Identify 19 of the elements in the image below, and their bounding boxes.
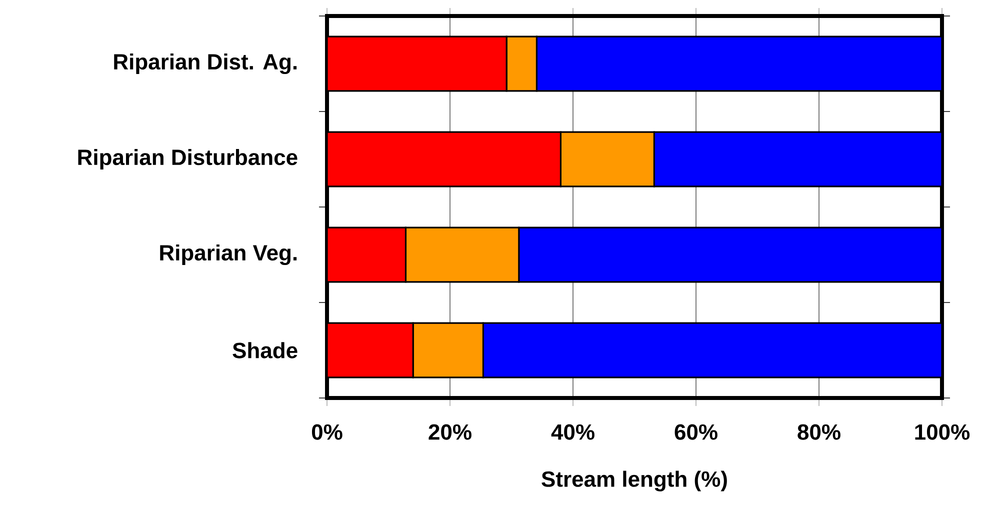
y-tick-label: Riparian Dist. Ag.: [114, 53, 297, 74]
bar: [327, 322, 414, 378]
x-tick-label: 100%: [915, 424, 970, 440]
x-axis-title: Stream length (%): [542, 470, 727, 492]
y-tick-label: Riparian Disturbance: [78, 149, 298, 170]
bar: [327, 226, 407, 283]
bar: [327, 36, 508, 92]
x-tick-label: 40%: [551, 424, 594, 440]
bar: [482, 322, 942, 378]
y-tick-label: Shade: [232, 342, 298, 358]
x-tick-label: 60%: [674, 424, 718, 440]
x-tick-label: 0%: [312, 424, 342, 440]
bar: [653, 131, 942, 188]
bar: [536, 36, 942, 92]
x-tick-label: 20%: [428, 424, 472, 440]
bar: [518, 226, 942, 283]
y-tick-label: Riparian Veg.: [160, 244, 297, 266]
x-tick-label: 80%: [798, 424, 840, 440]
bar: [327, 131, 562, 188]
